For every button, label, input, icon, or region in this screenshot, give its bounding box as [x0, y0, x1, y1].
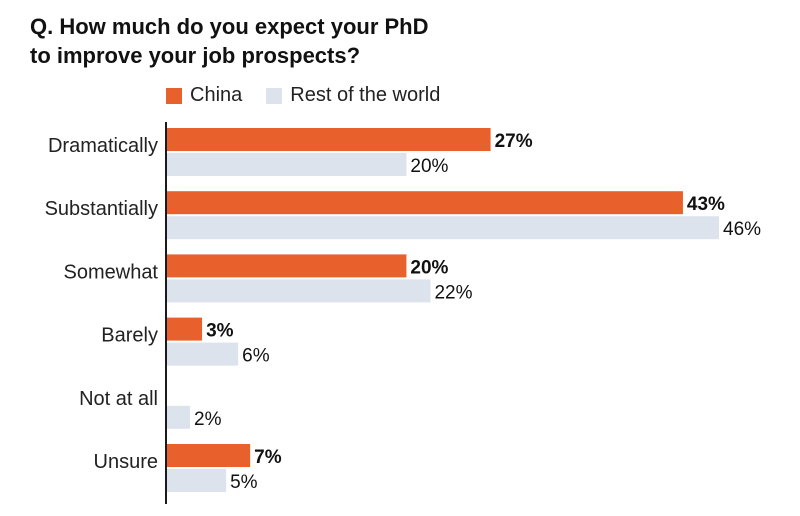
- chart-title: Q. How much do you expect your PhD to im…: [30, 12, 429, 70]
- legend: China Rest of the world: [166, 84, 464, 107]
- bar-rest-of-world-barely: [166, 342, 239, 366]
- category-label-somewhat: Somewhat: [64, 261, 159, 283]
- value-label-china-dramatically: 27%: [495, 131, 533, 152]
- legend-swatch-rest-of-world: [266, 87, 283, 104]
- value-label-rest-of-world-somewhat: 22%: [434, 282, 472, 303]
- legend-swatch-china: [166, 87, 182, 104]
- value-label-china-somewhat: 20%: [410, 257, 448, 278]
- category-label-substantially: Substantially: [45, 198, 158, 220]
- value-label-china-substantially: 43%: [687, 194, 725, 215]
- value-label-rest-of-world-barely: 6%: [242, 346, 270, 367]
- value-label-china-unsure: 7%: [254, 447, 282, 468]
- legend-item-china: China: [166, 84, 242, 107]
- value-label-rest-of-world-substantially: 46%: [723, 219, 761, 240]
- value-label-china-barely: 3%: [206, 321, 234, 342]
- category-label-not-at-all: Not at all: [79, 388, 158, 410]
- bar-china-somewhat: [166, 254, 407, 278]
- value-label-rest-of-world-dramatically: 20%: [410, 156, 448, 177]
- chart-title-line-1: Q. How much do you expect your PhD: [30, 14, 429, 39]
- bar-china-substantially: [166, 191, 683, 215]
- category-label-unsure: Unsure: [94, 451, 158, 473]
- category-label-barely: Barely: [101, 325, 158, 347]
- value-label-rest-of-world-not-at-all: 2%: [194, 409, 222, 430]
- category-label-dramatically: Dramatically: [48, 135, 158, 157]
- legend-label-rest-of-world: Rest of the world: [290, 84, 441, 106]
- bar-rest-of-world-unsure: [166, 469, 227, 492]
- bar-china-barely: [166, 317, 203, 341]
- bar-rest-of-world-substantially: [166, 216, 719, 240]
- bar-china-unsure: [166, 444, 251, 467]
- chart-title-line-2: to improve your job prospects?: [30, 43, 361, 68]
- bar-china-dramatically: [166, 128, 491, 151]
- legend-item-rest-of-world: Rest of the world: [266, 84, 440, 107]
- bar-rest-of-world-dramatically: [166, 153, 407, 176]
- value-label-rest-of-world-unsure: 5%: [230, 472, 258, 493]
- legend-label-china: China: [190, 84, 243, 106]
- bar-rest-of-world-somewhat: [166, 279, 431, 303]
- bar-rest-of-world-not-at-all: [166, 405, 191, 429]
